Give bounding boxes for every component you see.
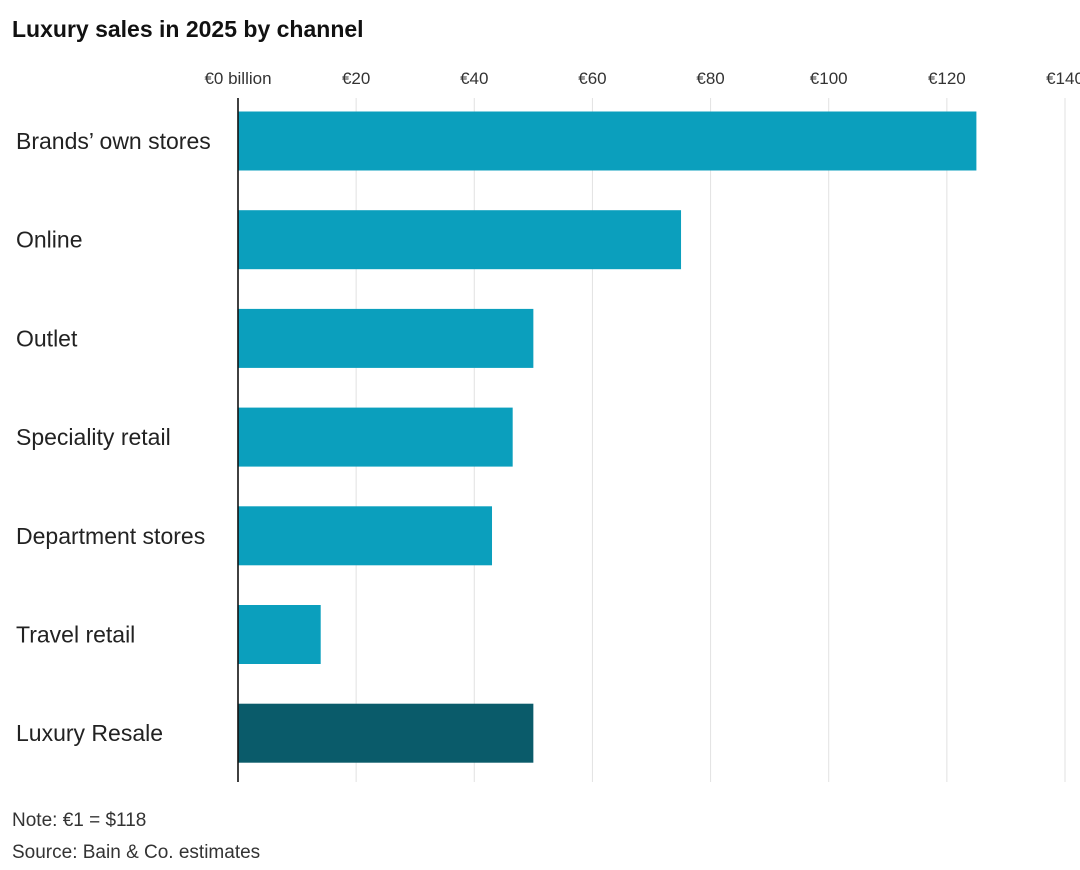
category-label: Luxury Resale xyxy=(16,720,163,746)
x-tick-labels: €0 billion €20 €40 €60 €80 €100 €120 €140 xyxy=(204,69,1080,88)
x-tick-label: €80 xyxy=(696,69,724,88)
x-tick-label: €120 xyxy=(928,69,966,88)
bar xyxy=(238,111,977,171)
note-text: Note: €1 = $118 xyxy=(12,810,146,831)
x-tick-label: €20 xyxy=(342,69,370,88)
category-label: Department stores xyxy=(16,523,205,549)
category-label: Travel retail xyxy=(16,622,135,648)
bar xyxy=(238,210,682,270)
chart-title: Luxury sales in 2025 by channel xyxy=(12,16,364,42)
category-label: Online xyxy=(16,227,82,253)
bar xyxy=(238,308,534,368)
x-tick-label: €0 billion xyxy=(204,69,271,88)
category-label: Outlet xyxy=(16,325,78,351)
x-tick-label: €60 xyxy=(578,69,606,88)
bar xyxy=(238,506,493,566)
bar xyxy=(238,605,321,664)
category-label: Brands’ own stores xyxy=(16,128,211,154)
x-tick-label: €40 xyxy=(460,69,488,88)
category-label: Speciality retail xyxy=(16,424,171,450)
category-labels: Brands’ own stores Online Outlet Speciality… xyxy=(16,128,211,746)
source-text: Source: Bain & Co. estimates xyxy=(12,842,260,863)
bar xyxy=(238,407,513,467)
bar xyxy=(238,703,534,763)
bars xyxy=(238,111,977,763)
x-tick-label: €140 xyxy=(1046,69,1080,88)
x-tick-label: €100 xyxy=(810,69,848,88)
